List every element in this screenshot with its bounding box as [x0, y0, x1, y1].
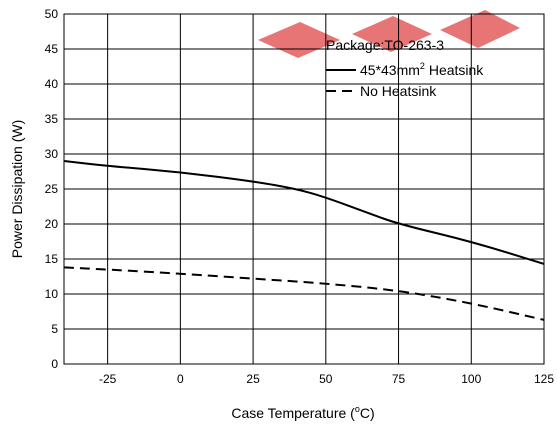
y-tick-label: 15	[45, 252, 59, 266]
x-tick-label: 0	[177, 372, 184, 386]
series-line-heatsink	[63, 160, 545, 265]
y-tick-label: 45	[45, 42, 59, 56]
y-tick-label: 40	[45, 77, 59, 91]
legend-label-heatsink-tail: Heatsink	[425, 62, 484, 78]
x-axis-title-tail: C)	[360, 405, 375, 421]
y-tick-labels: 0 5 10 15 20 25 30 35 40 45 50	[45, 7, 59, 371]
x-axis-title: Case Temperature (oC)	[231, 404, 374, 421]
y-tick-label: 30	[45, 147, 59, 161]
y-tick-label: 50	[45, 7, 59, 21]
legend-label-heatsink: 45*43mm2 Heatsink	[360, 61, 484, 78]
plot-frame	[63, 13, 545, 365]
x-tick-label: -25	[99, 372, 117, 386]
grid	[64, 14, 544, 364]
y-tick-label: 5	[51, 322, 58, 336]
series-line-no-heatsink	[63, 266, 545, 321]
y-axis-title: Power Dissipation (W)	[9, 120, 25, 258]
x-tick-label: 50	[319, 372, 333, 386]
y-tick-label: 35	[45, 112, 59, 126]
x-tick-label: 125	[534, 372, 554, 386]
x-axis-title-sup: o	[355, 404, 360, 414]
series-lines	[63, 160, 545, 321]
x-tick-label: 25	[246, 372, 260, 386]
y-tick-label: 10	[45, 287, 59, 301]
legend-label-heatsink-sup: 2	[420, 61, 425, 71]
legend-label-no-heatsink: No Heatsink	[360, 83, 437, 99]
x-tick-label: 75	[392, 372, 406, 386]
x-tick-label: 100	[461, 372, 481, 386]
y-tick-label: 20	[45, 217, 59, 231]
x-tick-labels: -25 0 25 50 75 100 125	[99, 372, 554, 386]
legend-title: Package:TO-263-3	[326, 37, 444, 53]
y-tick-label: 0	[51, 357, 58, 371]
legend: Package:TO-263-3 45*43mm2 Heatsink No He…	[326, 37, 484, 99]
legend-label-heatsink-main: 45*43mm	[360, 62, 420, 78]
x-axis-title-main: Case Temperature (	[231, 405, 355, 421]
y-tick-label: 25	[45, 182, 59, 196]
